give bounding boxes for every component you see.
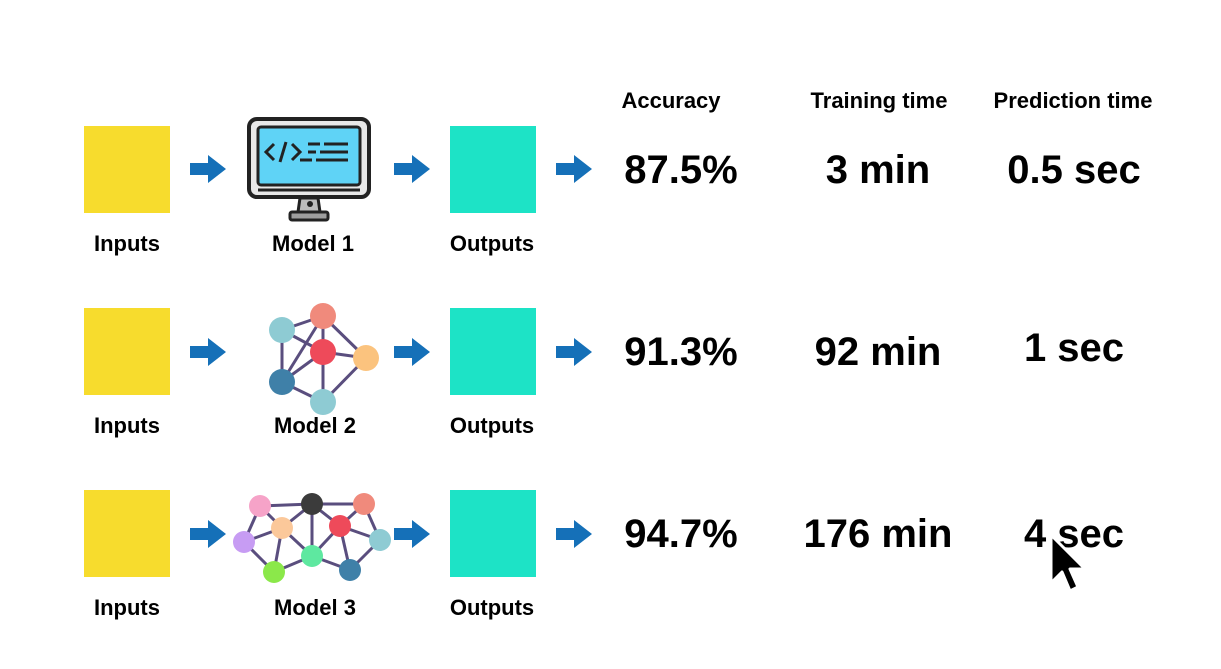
inputs-label: Inputs [94,231,160,256]
arrow-right-icon [556,520,592,548]
outputs-label: Outputs [449,595,535,620]
inputs-box [84,308,170,395]
prediction-time-value: 1 sec [1023,326,1125,370]
outputs-box [450,308,536,395]
computer-code-icon [247,117,371,222]
arrow-right-icon [556,155,592,183]
accuracy-value: 94.7% [624,512,738,556]
arrow-right-icon [190,155,226,183]
training-time-value: 176 min [803,512,953,556]
prediction-time-value: 4 sec [1023,512,1125,556]
model-label: Model 3 [274,595,356,620]
inputs-box [84,490,170,577]
model-label: Model 2 [274,413,356,438]
outputs-box [450,490,536,577]
small-neural-network-icon [269,303,379,415]
header-accuracy: Accuracy [621,88,721,113]
training-time-value: 92 min [814,330,942,374]
arrow-right-icon [394,155,430,183]
accuracy-value: 91.3% [624,330,738,374]
outputs-box [450,126,536,213]
outputs-label: Outputs [449,231,535,256]
model-label: Model 1 [272,231,354,256]
header-prediction-time: Prediction time [993,88,1153,113]
accuracy-value: 87.5% [624,148,738,192]
arrow-right-icon [394,520,430,548]
arrow-right-icon [394,338,430,366]
large-neural-network-icon [233,493,391,583]
mouse-pointer-icon [1049,533,1087,593]
inputs-box [84,126,170,213]
prediction-time-value: 0.5 sec [1007,148,1141,192]
header-training-time: Training time [810,88,948,113]
inputs-label: Inputs [94,413,160,438]
training-time-value: 3 min [825,148,931,192]
arrow-right-icon [190,338,226,366]
arrow-right-icon [190,520,226,548]
arrow-right-icon [556,338,592,366]
outputs-label: Outputs [449,413,535,438]
inputs-label: Inputs [94,595,160,620]
